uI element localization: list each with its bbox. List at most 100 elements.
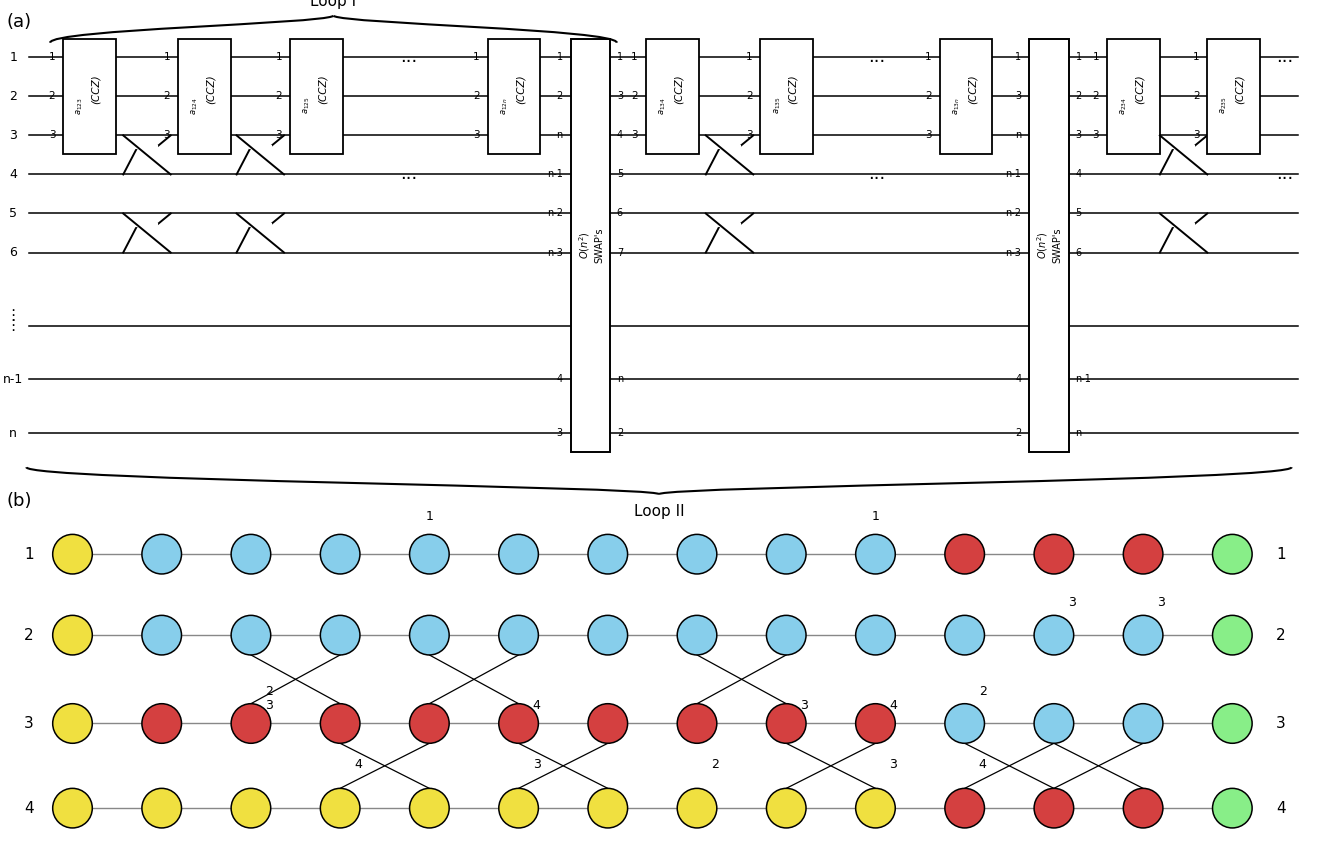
Text: 4: 4 bbox=[355, 758, 362, 771]
Text: 3: 3 bbox=[1193, 130, 1199, 140]
Ellipse shape bbox=[410, 788, 449, 828]
Text: n-1: n-1 bbox=[1075, 374, 1091, 384]
Text: 1: 1 bbox=[1193, 52, 1199, 62]
Ellipse shape bbox=[498, 788, 538, 828]
Text: (CCZ): (CCZ) bbox=[91, 74, 101, 104]
Text: 1: 1 bbox=[925, 52, 932, 62]
Text: 1: 1 bbox=[746, 52, 753, 62]
Text: 4: 4 bbox=[532, 699, 540, 712]
Ellipse shape bbox=[498, 534, 538, 574]
Text: 7: 7 bbox=[617, 247, 623, 258]
Text: $a_{123}$: $a_{123}$ bbox=[75, 97, 86, 115]
Ellipse shape bbox=[1213, 615, 1252, 655]
Text: $a_{125}$: $a_{125}$ bbox=[302, 97, 312, 115]
Ellipse shape bbox=[142, 615, 182, 655]
Text: n: n bbox=[9, 426, 17, 439]
Text: 3: 3 bbox=[473, 130, 480, 140]
Text: $a_{124}$: $a_{124}$ bbox=[190, 97, 200, 115]
Text: n-3: n-3 bbox=[547, 247, 563, 258]
Text: 1: 1 bbox=[631, 52, 638, 62]
Ellipse shape bbox=[1213, 788, 1252, 828]
Text: 6: 6 bbox=[9, 246, 17, 259]
Text: n-2: n-2 bbox=[1006, 209, 1021, 218]
Text: ...: ... bbox=[867, 48, 886, 67]
Text: 1: 1 bbox=[9, 51, 17, 64]
Text: 1: 1 bbox=[1015, 52, 1021, 62]
Ellipse shape bbox=[855, 704, 895, 743]
Ellipse shape bbox=[53, 788, 92, 828]
Text: 2: 2 bbox=[1093, 92, 1099, 101]
Text: ...: ... bbox=[1276, 48, 1294, 67]
Text: 2: 2 bbox=[24, 627, 34, 643]
Ellipse shape bbox=[142, 704, 182, 743]
Text: 4: 4 bbox=[1276, 800, 1285, 816]
Text: 2: 2 bbox=[925, 92, 932, 101]
Text: 3: 3 bbox=[925, 130, 932, 140]
Text: 3: 3 bbox=[1276, 716, 1285, 731]
Text: 3: 3 bbox=[746, 130, 753, 140]
Ellipse shape bbox=[1035, 534, 1074, 574]
FancyBboxPatch shape bbox=[760, 39, 813, 154]
Ellipse shape bbox=[410, 534, 449, 574]
Ellipse shape bbox=[1213, 704, 1252, 743]
Ellipse shape bbox=[677, 788, 717, 828]
Text: 2: 2 bbox=[979, 685, 987, 698]
Text: $a_{135}$: $a_{135}$ bbox=[772, 97, 783, 115]
Text: $a_{12n}$: $a_{12n}$ bbox=[500, 97, 510, 115]
FancyBboxPatch shape bbox=[646, 39, 699, 154]
Ellipse shape bbox=[767, 704, 807, 743]
FancyBboxPatch shape bbox=[940, 39, 992, 154]
Text: 4: 4 bbox=[1075, 169, 1082, 180]
Ellipse shape bbox=[1123, 704, 1162, 743]
Text: $O(n^2)$
SWAP's: $O(n^2)$ SWAP's bbox=[577, 228, 604, 263]
Text: 1: 1 bbox=[1276, 547, 1285, 562]
Text: 2: 2 bbox=[473, 92, 480, 101]
Text: 3: 3 bbox=[49, 130, 55, 140]
Ellipse shape bbox=[945, 788, 985, 828]
Text: n-3: n-3 bbox=[1006, 247, 1021, 258]
Text: 1: 1 bbox=[24, 547, 34, 562]
Ellipse shape bbox=[677, 615, 717, 655]
FancyBboxPatch shape bbox=[571, 39, 610, 452]
Ellipse shape bbox=[855, 788, 895, 828]
Text: 3: 3 bbox=[800, 699, 808, 712]
Text: 2: 2 bbox=[712, 758, 718, 771]
Text: 3: 3 bbox=[617, 92, 623, 101]
Text: (CCZ): (CCZ) bbox=[318, 74, 328, 104]
Text: 4: 4 bbox=[556, 374, 563, 384]
Text: 5: 5 bbox=[617, 169, 623, 180]
Text: 2: 2 bbox=[49, 92, 55, 101]
Ellipse shape bbox=[498, 615, 538, 655]
Text: 3: 3 bbox=[631, 130, 638, 140]
Text: 1: 1 bbox=[473, 52, 480, 62]
Ellipse shape bbox=[1035, 788, 1074, 828]
Ellipse shape bbox=[320, 615, 360, 655]
Text: (CCZ): (CCZ) bbox=[788, 74, 799, 104]
Text: n: n bbox=[617, 374, 623, 384]
Text: 2: 2 bbox=[617, 428, 623, 438]
FancyBboxPatch shape bbox=[63, 39, 116, 154]
Text: 3: 3 bbox=[24, 716, 34, 731]
Ellipse shape bbox=[767, 534, 807, 574]
Text: 4: 4 bbox=[9, 168, 17, 181]
Text: 4: 4 bbox=[617, 130, 623, 140]
Text: 3: 3 bbox=[1093, 130, 1099, 140]
Text: Loop II: Loop II bbox=[634, 504, 684, 519]
Text: 1: 1 bbox=[426, 510, 434, 523]
Ellipse shape bbox=[767, 788, 807, 828]
Ellipse shape bbox=[1123, 615, 1162, 655]
Text: 1: 1 bbox=[556, 52, 563, 62]
Ellipse shape bbox=[53, 704, 92, 743]
Ellipse shape bbox=[142, 534, 182, 574]
Text: n-1: n-1 bbox=[1006, 169, 1021, 180]
Ellipse shape bbox=[231, 534, 270, 574]
Text: n: n bbox=[556, 130, 563, 140]
Ellipse shape bbox=[142, 788, 182, 828]
Ellipse shape bbox=[588, 534, 627, 574]
FancyBboxPatch shape bbox=[290, 39, 343, 154]
Ellipse shape bbox=[410, 615, 449, 655]
Text: 4: 4 bbox=[890, 699, 898, 712]
Text: 1: 1 bbox=[1093, 52, 1099, 62]
Ellipse shape bbox=[945, 704, 985, 743]
Text: 1: 1 bbox=[163, 52, 170, 62]
